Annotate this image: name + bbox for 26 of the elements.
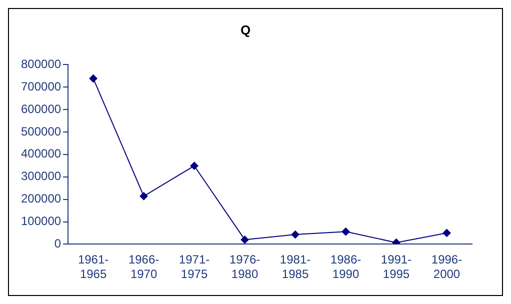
x-tick-label: 1996-2000: [431, 252, 462, 282]
y-tick-label: 600000: [20, 102, 62, 116]
x-tick-label: 1991-1995: [380, 252, 412, 282]
point: [240, 236, 249, 244]
point: [342, 228, 350, 236]
y-tick-label: 500000: [20, 124, 62, 138]
x-tick-label: 1986-1990: [330, 252, 362, 282]
y-tick-label: 400000: [20, 146, 62, 161]
point: [190, 162, 198, 170]
y-tick-label: 200000: [20, 192, 62, 206]
point: [140, 192, 148, 200]
y-tick-label: 100000: [20, 214, 62, 228]
y-tick-label: 800000: [20, 56, 62, 71]
y-tick-label: 700000: [20, 79, 62, 94]
point: [392, 238, 400, 244]
x-tick-label: 1976-1980: [229, 252, 260, 282]
x-tick-label: 1971-1975: [178, 252, 210, 282]
point: [442, 228, 451, 237]
point: [89, 74, 98, 83]
y-tick-label: 300000: [20, 169, 62, 184]
chart-title: Q: [240, 22, 251, 38]
y-tick-label: 0: [54, 236, 62, 251]
x-tick-label: 1981-1985: [280, 252, 311, 282]
point: [291, 230, 300, 239]
x-tick-label: 1961-1965: [78, 252, 109, 282]
x-tick-label: 1966-1970: [128, 252, 160, 282]
